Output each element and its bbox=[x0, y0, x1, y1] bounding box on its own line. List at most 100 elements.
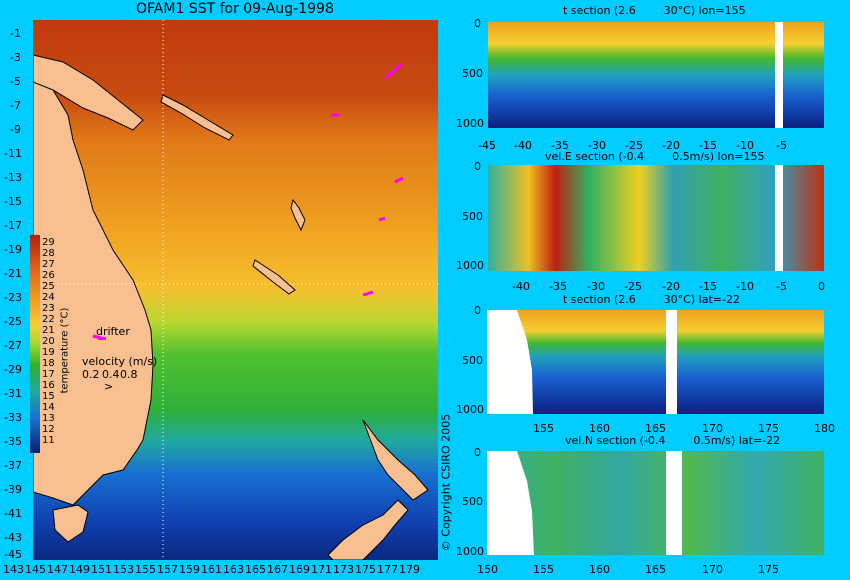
lon-tick: 153 bbox=[113, 563, 134, 576]
lon-tick: 159 bbox=[179, 563, 200, 576]
x-tick: -20 bbox=[662, 280, 680, 293]
colorbar-tick: 22 bbox=[42, 314, 55, 325]
lat-tick: -15 bbox=[4, 195, 22, 208]
lat-tick: -19 bbox=[4, 243, 22, 256]
drifter-legend-mark bbox=[98, 337, 106, 340]
lat-tick: -11 bbox=[4, 147, 22, 160]
lon-tick: 173 bbox=[333, 563, 354, 576]
x-tick: 160 bbox=[589, 422, 610, 435]
tasmania-landmass bbox=[52, 504, 89, 543]
section-title: vel.N section (-0.4 0.5m/s) lat=-22 bbox=[565, 434, 781, 447]
section-title: vel.E section (-0.4 0.5m/s) lon=155 bbox=[545, 150, 765, 163]
lat-tick: -31 bbox=[4, 387, 22, 400]
lon-tick: 143 bbox=[3, 563, 24, 576]
colorbar-tick: 21 bbox=[42, 325, 55, 336]
lat-tick: -23 bbox=[4, 291, 22, 304]
nz-north-island bbox=[362, 419, 429, 501]
section-title: t section (2.6 30°C) lon=155 bbox=[563, 4, 746, 17]
lat-tick: -17 bbox=[4, 219, 22, 232]
lat-tick: -35 bbox=[4, 435, 22, 448]
colorbar-tick: 25 bbox=[42, 281, 55, 292]
x-tick: 170 bbox=[702, 563, 723, 576]
colorbar-tick: 13 bbox=[42, 413, 55, 424]
vel-n-section-lat-22 bbox=[487, 451, 824, 555]
gap-band bbox=[775, 165, 783, 271]
velocity-value: 0.4 bbox=[102, 368, 120, 381]
lon-tick: 179 bbox=[399, 563, 420, 576]
lon-tick: 165 bbox=[245, 563, 266, 576]
y-tick: 0 bbox=[474, 446, 481, 459]
copyright: © Copyright CSIRO 2005 bbox=[439, 413, 453, 552]
sst-map bbox=[33, 20, 438, 560]
lat-tick: -3 bbox=[10, 51, 21, 64]
lon-tick: 177 bbox=[377, 563, 398, 576]
x-tick: -15 bbox=[699, 139, 717, 152]
new-caledonia bbox=[252, 259, 296, 295]
y-tick: 500 bbox=[462, 495, 483, 508]
velocity-value: 0.8 bbox=[120, 368, 138, 381]
colorbar-tick: 16 bbox=[42, 380, 55, 391]
new-guinea-landmass bbox=[33, 54, 144, 131]
x-tick: -25 bbox=[625, 139, 643, 152]
x-tick: -30 bbox=[587, 280, 605, 293]
lon-tick: 175 bbox=[355, 563, 376, 576]
lat-tick: -29 bbox=[4, 363, 22, 376]
gap-band bbox=[666, 451, 682, 555]
y-tick: 500 bbox=[462, 354, 483, 367]
lon-tick: 147 bbox=[47, 563, 68, 576]
lat-tick: -41 bbox=[4, 507, 22, 520]
x-tick: -25 bbox=[624, 280, 642, 293]
map-title: OFAM1 SST for 09-Aug-1998 bbox=[136, 1, 334, 17]
colorbar-tick: 12 bbox=[42, 424, 55, 435]
x-tick: 165 bbox=[645, 422, 666, 435]
x-tick: 170 bbox=[702, 422, 723, 435]
vanuatu-islands bbox=[290, 198, 306, 232]
land-mask bbox=[487, 451, 534, 555]
lat-tick: -45 bbox=[4, 548, 22, 561]
x-tick: 175 bbox=[758, 563, 779, 576]
colorbar-tick: 19 bbox=[42, 347, 55, 358]
colorbar-label: temperature (°C) bbox=[59, 307, 71, 394]
y-tick: 1000 bbox=[456, 545, 484, 558]
lon-tick: 157 bbox=[157, 563, 178, 576]
colorbar-tick: 18 bbox=[42, 358, 55, 369]
x-tick: -20 bbox=[662, 139, 680, 152]
lat-tick: -33 bbox=[4, 411, 22, 424]
x-tick: 165 bbox=[645, 563, 666, 576]
y-tick: 0 bbox=[474, 160, 481, 173]
lon-tick: 169 bbox=[289, 563, 310, 576]
colorbar-tick: 17 bbox=[42, 369, 55, 380]
x-tick: 175 bbox=[758, 422, 779, 435]
y-tick: 500 bbox=[462, 67, 483, 80]
colorbar-tick: 29 bbox=[42, 237, 55, 248]
colorbar-tick: 23 bbox=[42, 303, 55, 314]
y-tick: 1000 bbox=[456, 117, 484, 130]
lat-tick: -39 bbox=[4, 483, 22, 496]
t-section-lon155 bbox=[488, 22, 824, 128]
lon-tick: 167 bbox=[267, 563, 288, 576]
colorbar-tick: 24 bbox=[42, 292, 55, 303]
lat-tick: -1 bbox=[10, 27, 21, 40]
lon-tick: 151 bbox=[91, 563, 112, 576]
temperature-colorbar bbox=[30, 235, 40, 453]
lon-tick: 145 bbox=[25, 563, 46, 576]
velocity-arrows: > bbox=[104, 380, 114, 393]
gap-band bbox=[666, 310, 677, 414]
lat-tick: -21 bbox=[4, 267, 22, 280]
velocity-label: velocity (m/s) bbox=[82, 355, 158, 368]
lon-tick: 161 bbox=[201, 563, 222, 576]
lat-tick: -7 bbox=[10, 99, 21, 112]
velocity-value: 0.2 bbox=[82, 368, 100, 381]
colorbar-tick: 20 bbox=[42, 336, 55, 347]
x-tick: -30 bbox=[588, 139, 606, 152]
gap-band bbox=[775, 22, 783, 128]
x-tick: -5 bbox=[776, 139, 787, 152]
drifter-label: drifter bbox=[96, 325, 130, 338]
y-tick: 1000 bbox=[456, 259, 484, 272]
colorbar-tick: 11 bbox=[42, 435, 55, 446]
lat-tick: -13 bbox=[4, 171, 22, 184]
drifters bbox=[92, 62, 404, 340]
x-tick: -40 bbox=[512, 280, 530, 293]
x-tick: -10 bbox=[736, 139, 754, 152]
y-tick: 0 bbox=[474, 17, 481, 30]
